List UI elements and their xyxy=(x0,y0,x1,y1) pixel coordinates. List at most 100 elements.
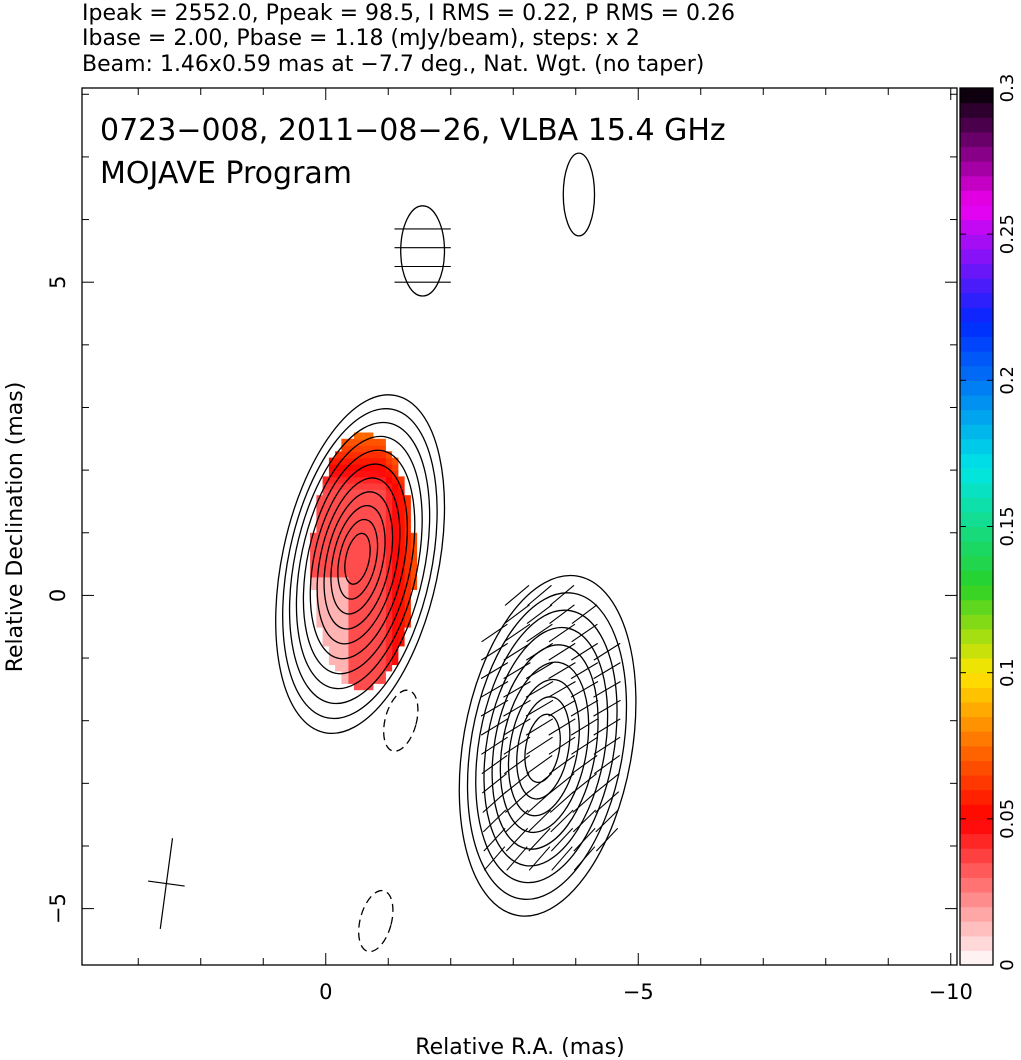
pol-pixel xyxy=(335,545,343,553)
evpa-vector xyxy=(549,604,575,625)
pol-pixel xyxy=(322,482,330,490)
colorbar-step xyxy=(960,658,993,674)
colorbar-tick-label: 0.05 xyxy=(997,799,1018,839)
pol-pixel xyxy=(403,614,411,622)
pol-pixel xyxy=(360,507,368,515)
pol-pixel xyxy=(397,507,405,515)
pol-pixel xyxy=(341,476,349,484)
pol-pixel xyxy=(391,514,399,522)
pol-pixel xyxy=(341,488,349,496)
evpa-vector xyxy=(551,846,573,871)
pol-pixel xyxy=(391,457,399,465)
pol-pixel xyxy=(353,463,361,471)
colorbar-step xyxy=(960,263,993,279)
pol-pixel xyxy=(322,607,330,615)
pol-pixel xyxy=(341,501,349,509)
pol-pixel xyxy=(335,551,343,559)
pol-pixel xyxy=(328,463,336,471)
pol-pixel xyxy=(347,514,355,522)
pol-pixel xyxy=(366,445,374,453)
pol-pixel xyxy=(385,557,393,565)
pol-pixel xyxy=(366,601,374,609)
x-tick-label: −10 xyxy=(929,980,973,1004)
pol-pixel xyxy=(353,683,361,691)
pol-pixel xyxy=(372,570,380,578)
evpa-vector xyxy=(527,809,552,833)
pol-pixel xyxy=(328,457,336,465)
pol-pixel xyxy=(341,482,349,490)
beam-minor-axis xyxy=(148,880,185,887)
pol-pixel xyxy=(360,539,368,547)
colorbar-step xyxy=(960,511,993,528)
pol-pixel xyxy=(385,520,393,528)
pol-pixel xyxy=(378,589,386,597)
pol-pixel xyxy=(372,576,380,584)
pol-pixel xyxy=(353,589,361,597)
pol-pixel xyxy=(385,476,393,484)
pol-pixel xyxy=(322,576,330,584)
pol-pixel xyxy=(322,614,330,622)
pol-pixel xyxy=(372,457,380,465)
pol-pixel xyxy=(341,545,349,553)
evpa-vector xyxy=(481,773,508,794)
pol-pixel xyxy=(397,633,405,641)
evpa-vector xyxy=(526,604,553,625)
pol-pixel xyxy=(316,520,324,528)
pol-pixel xyxy=(353,507,361,515)
x-axis-label: Relative R.A. (mas) xyxy=(415,1035,624,1060)
pol-pixel xyxy=(391,501,399,509)
pol-pixel xyxy=(328,526,336,534)
core-contour xyxy=(344,532,371,585)
pol-pixel xyxy=(391,651,399,659)
pol-pixel xyxy=(360,683,368,691)
pol-pixel xyxy=(310,539,318,547)
evpa-vector xyxy=(504,584,530,606)
core-contour xyxy=(302,449,416,675)
evpa-vector xyxy=(481,754,508,775)
pol-pixel xyxy=(322,582,330,590)
pol-pixel xyxy=(322,626,330,634)
evpa-vector xyxy=(480,662,509,680)
pol-pixel xyxy=(366,557,374,565)
evpa-vector xyxy=(482,809,507,833)
pol-pixel xyxy=(385,451,393,459)
colorbar-step xyxy=(960,672,993,688)
pol-pixel xyxy=(366,520,374,528)
pol-pixel xyxy=(372,514,380,522)
pol-pixel xyxy=(372,470,380,478)
evpa-vector xyxy=(526,773,553,794)
pol-pixel xyxy=(328,551,336,559)
pol-pixel xyxy=(372,488,380,496)
evpa-vector xyxy=(572,809,597,833)
far-north-blob-contour xyxy=(562,152,596,237)
pol-pixel xyxy=(410,532,418,540)
pol-pixel xyxy=(341,576,349,584)
pol-pixel xyxy=(353,545,361,553)
colorbar-step xyxy=(960,935,993,951)
pol-pixel xyxy=(397,570,405,578)
pol-pixel xyxy=(353,595,361,603)
pol-pixel xyxy=(360,589,368,597)
pol-pixel xyxy=(347,607,355,615)
pol-pixel xyxy=(360,676,368,684)
pol-pixel xyxy=(310,532,318,540)
pol-pixel xyxy=(341,532,349,540)
negative-contour xyxy=(358,889,394,953)
pol-pixel xyxy=(347,557,355,565)
pol-pixel xyxy=(341,658,349,666)
pol-pixel xyxy=(378,482,386,490)
pol-pixel xyxy=(366,651,374,659)
evpa-vector xyxy=(593,699,621,717)
pol-pixel xyxy=(366,589,374,597)
pol-pixel xyxy=(378,488,386,496)
pol-pixel xyxy=(347,664,355,672)
pol-pixel xyxy=(360,607,368,615)
pol-pixel xyxy=(397,539,405,547)
pol-pixel xyxy=(372,664,380,672)
pol-pixel xyxy=(385,658,393,666)
pol-pixel xyxy=(378,557,386,565)
pol-pixel xyxy=(347,488,355,496)
pol-pixel xyxy=(378,676,386,684)
core-contour xyxy=(309,463,408,660)
pol-pixel xyxy=(391,607,399,615)
